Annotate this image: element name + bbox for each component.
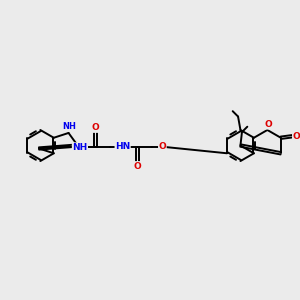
Text: O: O — [158, 142, 166, 152]
Text: NH: NH — [72, 143, 88, 152]
Text: O: O — [92, 123, 99, 132]
Text: O: O — [134, 162, 141, 171]
Text: HN: HN — [115, 142, 130, 152]
Text: O: O — [265, 120, 272, 129]
Text: O: O — [292, 132, 300, 141]
Text: NH: NH — [62, 122, 76, 131]
